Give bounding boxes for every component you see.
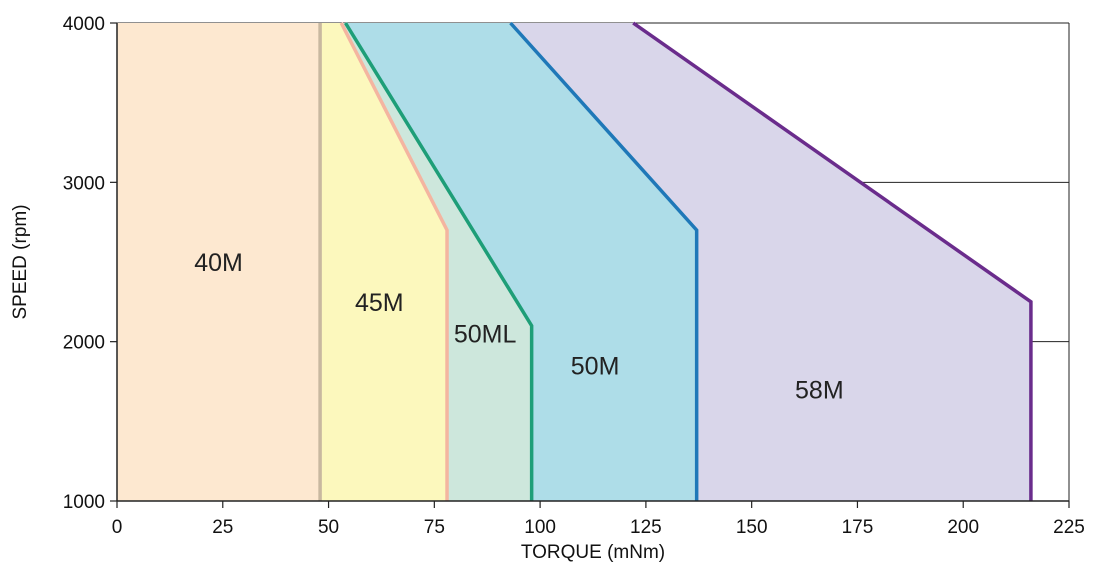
region-40m-fill xyxy=(117,23,321,501)
x-tick-label-0: 0 xyxy=(112,517,123,538)
region-label-50ml: 50ML xyxy=(454,321,517,349)
y-tick-label-0: 1000 xyxy=(63,492,105,513)
region-45m-boundary xyxy=(339,22,449,501)
x-tick-label-7: 175 xyxy=(842,517,874,538)
region-label-45m: 45M xyxy=(355,289,404,317)
region-label-50m: 50M xyxy=(571,353,620,381)
y-axis-title: SPEED (rpm) xyxy=(10,204,31,319)
axes-layer: 0 25 50 75 100 125 150 175 200 225 1000 2000 3000 400… xyxy=(63,14,1085,538)
x-tick-label-3: 75 xyxy=(424,517,445,538)
x-tick-label-5: 125 xyxy=(630,517,662,538)
x-tick-label-1: 25 xyxy=(212,517,233,538)
y-tick-label-2: 3000 xyxy=(63,173,105,194)
x-tick-label-8: 200 xyxy=(947,517,979,538)
x-tick-label-6: 150 xyxy=(736,517,768,538)
y-tick-label-1: 2000 xyxy=(63,333,105,354)
x-tick-label-2: 50 xyxy=(318,517,339,538)
regions-layer xyxy=(117,21,1033,501)
x-tick-label-4: 100 xyxy=(524,517,556,538)
region-58m-boundary xyxy=(632,21,1033,501)
x-axis-title: TORQUE (mNm) xyxy=(521,542,665,563)
region-label-58m: 58M xyxy=(795,376,844,404)
region-label-40m: 40M xyxy=(194,249,243,277)
region-50m-boundary xyxy=(509,21,699,501)
y-tick-label-3: 4000 xyxy=(63,14,105,35)
region-50ml-boundary xyxy=(343,22,534,501)
x-tick-label-9: 225 xyxy=(1053,517,1085,538)
labels-layer: 58M 50M 50ML 45M 40M xyxy=(194,249,843,404)
